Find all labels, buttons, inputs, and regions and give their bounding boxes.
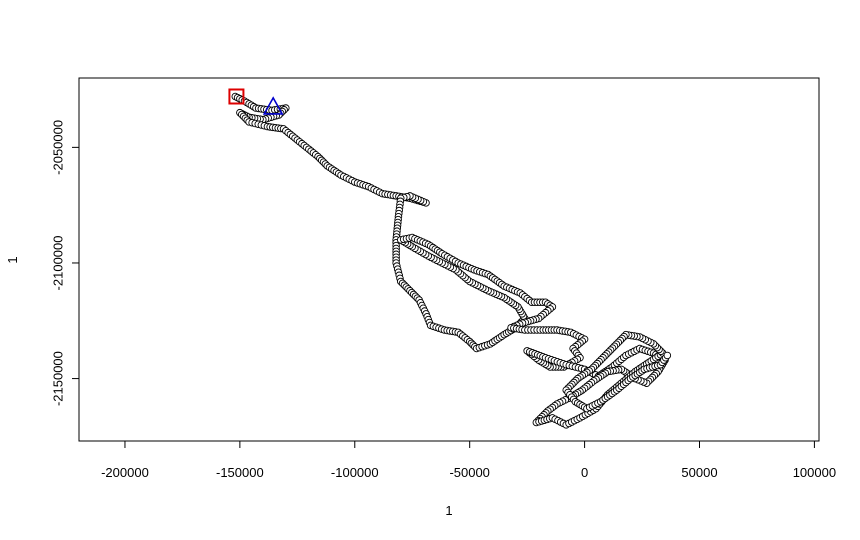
x-tick-label: 0 (581, 465, 588, 480)
end-triangle-marker (262, 96, 284, 115)
x-tick-label: 50000 (681, 465, 717, 480)
y-axis: -2050000 -2100000 -2150000 (50, 120, 80, 406)
x-tick-label: 100000 (793, 465, 836, 480)
y-tick-label: -2100000 (50, 235, 65, 290)
y-tick-label: -2050000 (50, 120, 65, 175)
y-tick-label: -2150000 (50, 351, 65, 406)
x-tick-label: -200000 (101, 465, 149, 480)
highlight-markers (228, 88, 284, 115)
data-point (663, 351, 672, 360)
x-axis-label: 1 (445, 503, 452, 518)
x-tick-label: -150000 (216, 465, 264, 480)
x-tick-label: -100000 (331, 465, 379, 480)
y-axis-label: 1 (5, 256, 20, 263)
data-points (231, 92, 672, 429)
start-square-marker (228, 88, 245, 105)
x-tick-label: -50000 (449, 465, 489, 480)
x-axis: -200000 -150000 -100000 -50000 0 50000 100000 (101, 440, 836, 480)
